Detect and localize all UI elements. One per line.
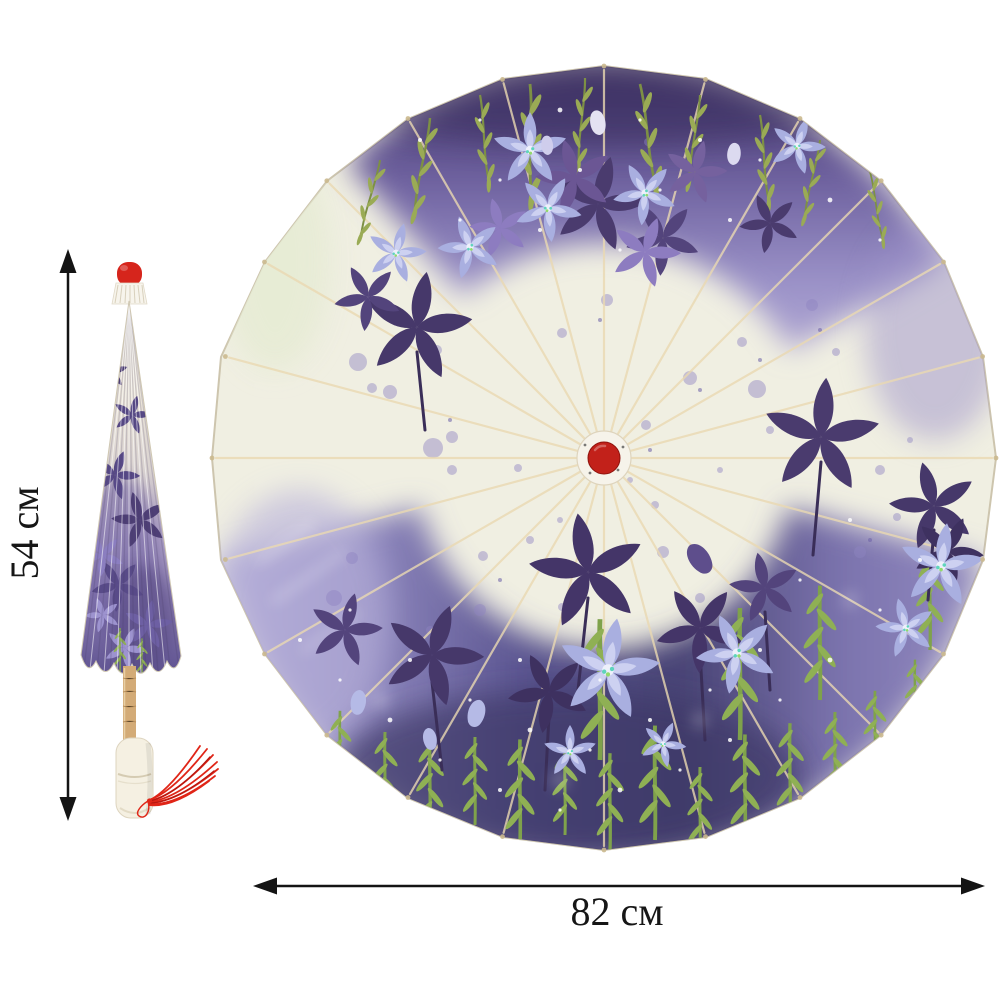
sparkle-dots (298, 107, 922, 812)
width-dimension: 82 см (253, 877, 985, 934)
arrow-left-icon (253, 877, 277, 895)
umbrella-hub (576, 430, 632, 486)
closed-umbrella-cap (117, 262, 142, 286)
arrow-down-icon (59, 797, 77, 821)
closed-umbrella-canopy (80, 300, 182, 674)
closed-umbrella-tassel (136, 745, 219, 818)
arrow-right-icon (961, 877, 985, 895)
height-dimension: 54 см (2, 249, 77, 821)
closed-umbrella-handle (115, 737, 154, 819)
umbrella-rib-tips (209, 63, 999, 853)
height-label: 54 см (2, 486, 47, 579)
closed-umbrella-shaft (122, 666, 137, 742)
closed-umbrella-collar (111, 282, 148, 305)
width-label: 82 см (570, 889, 663, 934)
hub-red-knob (587, 441, 621, 475)
open-umbrella (209, 63, 999, 853)
arrow-up-icon (59, 249, 77, 273)
closed-umbrella (80, 262, 219, 819)
